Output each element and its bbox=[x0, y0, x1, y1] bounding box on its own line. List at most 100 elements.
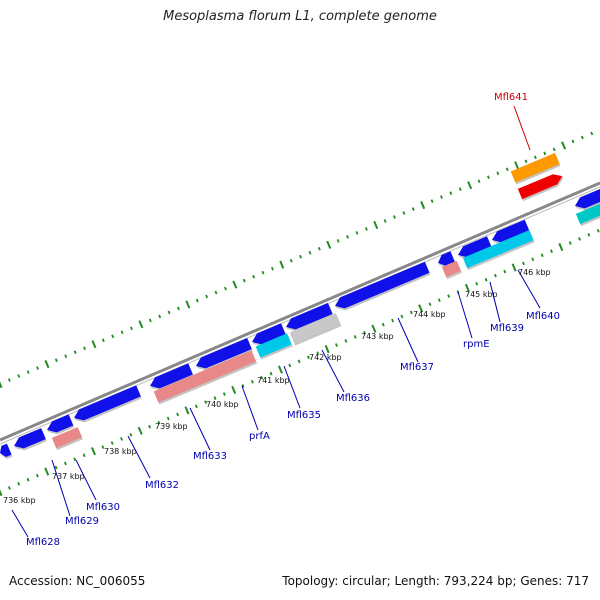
ruler-tick bbox=[7, 486, 11, 490]
ruler-tick bbox=[486, 175, 490, 180]
ruler-tick bbox=[288, 363, 292, 368]
ruler-tick bbox=[316, 351, 320, 356]
ruler-tick bbox=[477, 179, 481, 184]
ruler-tick bbox=[194, 404, 198, 409]
gene-label[interactable]: Mfl630 bbox=[86, 502, 120, 513]
ruler-tick bbox=[91, 340, 97, 349]
ruler-tick bbox=[522, 261, 525, 266]
cds-arrow bbox=[196, 338, 252, 369]
ruler-tick bbox=[223, 286, 227, 291]
ruler-tick bbox=[493, 273, 497, 278]
ruler-tick bbox=[363, 330, 367, 335]
leader-line bbox=[75, 459, 97, 501]
ruler-tick bbox=[400, 314, 404, 319]
ruler-tick bbox=[550, 249, 553, 253]
kbp-label: 746 kbp bbox=[518, 268, 551, 277]
ruler-tick bbox=[73, 350, 77, 355]
ruler-tick bbox=[111, 334, 115, 339]
ruler-tick bbox=[26, 477, 30, 482]
ruler-tick bbox=[222, 392, 226, 396]
ruler-tick bbox=[437, 298, 441, 302]
ruler-tick bbox=[355, 231, 359, 235]
gene-label[interactable]: Mfl635 bbox=[287, 410, 321, 421]
gene-label[interactable]: Mfl636 bbox=[336, 393, 370, 404]
ruler-tick bbox=[148, 424, 152, 429]
ruler-tick bbox=[514, 161, 520, 170]
gene-label[interactable]: Mfl633 bbox=[193, 451, 227, 462]
ruler-tick bbox=[418, 304, 424, 313]
ruler-tick bbox=[475, 282, 479, 286]
leader-line bbox=[241, 385, 259, 431]
ruler-tick bbox=[580, 135, 584, 140]
accession-text: Accession: NC_006055 bbox=[9, 574, 146, 588]
leader-line bbox=[51, 459, 71, 517]
inner-ruler bbox=[0, 228, 600, 497]
ruler-tick bbox=[26, 370, 30, 374]
ruler-tick bbox=[578, 237, 582, 241]
gene-orange bbox=[510, 152, 560, 183]
gene-label[interactable]: Mfl628 bbox=[26, 537, 60, 548]
ruler-tick bbox=[558, 243, 564, 252]
ruler-tick bbox=[231, 385, 237, 395]
gene-label[interactable]: Mfl639 bbox=[490, 323, 524, 334]
ruler-tick bbox=[137, 426, 143, 435]
ruler-tick bbox=[324, 345, 330, 354]
leader-line bbox=[517, 269, 541, 309]
cds-arrow bbox=[286, 302, 333, 330]
gene-teal bbox=[575, 203, 600, 225]
gene-label[interactable]: Mfl640 bbox=[526, 311, 560, 322]
gene-label[interactable]: prfA bbox=[249, 431, 270, 442]
ruler-tick bbox=[289, 258, 293, 263]
ruler-tick bbox=[381, 322, 385, 327]
gene-cyan bbox=[255, 333, 292, 358]
ruler-tick bbox=[0, 381, 3, 389]
ruler-tick bbox=[353, 335, 357, 339]
ruler-tick bbox=[393, 215, 396, 219]
label-leaders bbox=[11, 105, 541, 538]
ruler-tick bbox=[101, 338, 105, 343]
ruler-tick bbox=[158, 314, 162, 319]
ruler-tick bbox=[326, 240, 332, 249]
kbp-label: 737 kbp bbox=[52, 472, 85, 481]
cds-arrow bbox=[47, 414, 74, 433]
ruler-tick bbox=[543, 151, 547, 156]
ruler-tick bbox=[346, 235, 349, 239]
ruler-tick bbox=[44, 467, 50, 476]
ruler-tick bbox=[0, 489, 3, 497]
ruler-tick bbox=[242, 278, 246, 283]
ruler-tick bbox=[148, 318, 152, 323]
ruler-tick bbox=[241, 384, 245, 388]
gene-gray bbox=[289, 313, 341, 344]
ruler-tick bbox=[383, 219, 387, 223]
gene-label[interactable]: rpmE bbox=[463, 339, 490, 350]
ruler-tick bbox=[130, 326, 133, 331]
leader-line bbox=[283, 365, 301, 409]
kbp-label: 739 kbp bbox=[155, 422, 188, 431]
cds-arrow bbox=[14, 428, 46, 449]
ruler-tick bbox=[73, 457, 77, 462]
ruler-tick bbox=[533, 155, 537, 160]
ruler-tick bbox=[496, 171, 500, 176]
gene-features bbox=[0, 152, 600, 459]
ruler-tick bbox=[391, 318, 395, 323]
ruler-tick bbox=[409, 310, 413, 315]
gene-label[interactable]: Mfl641 bbox=[494, 92, 528, 103]
gene-label[interactable]: Mfl629 bbox=[65, 516, 99, 527]
ruler-tick bbox=[561, 141, 567, 150]
ruler-tick bbox=[308, 250, 312, 255]
ruler-tick bbox=[505, 167, 509, 172]
ruler-tick bbox=[250, 379, 254, 384]
ruler-tick bbox=[484, 277, 488, 282]
ruler-tick bbox=[458, 187, 462, 191]
ruler-tick bbox=[402, 211, 406, 215]
gene-label[interactable]: Mfl637 bbox=[400, 362, 434, 373]
gene-label[interactable]: Mfl632 bbox=[145, 480, 179, 491]
ruler-tick bbox=[503, 269, 507, 274]
ruler-tick bbox=[54, 358, 58, 362]
ruler-tick bbox=[214, 290, 218, 295]
ruler-tick bbox=[138, 320, 144, 329]
cds-arrow bbox=[0, 443, 12, 457]
leader-line bbox=[397, 317, 419, 363]
ruler-tick bbox=[91, 447, 96, 456]
cds-arrow bbox=[492, 219, 530, 243]
